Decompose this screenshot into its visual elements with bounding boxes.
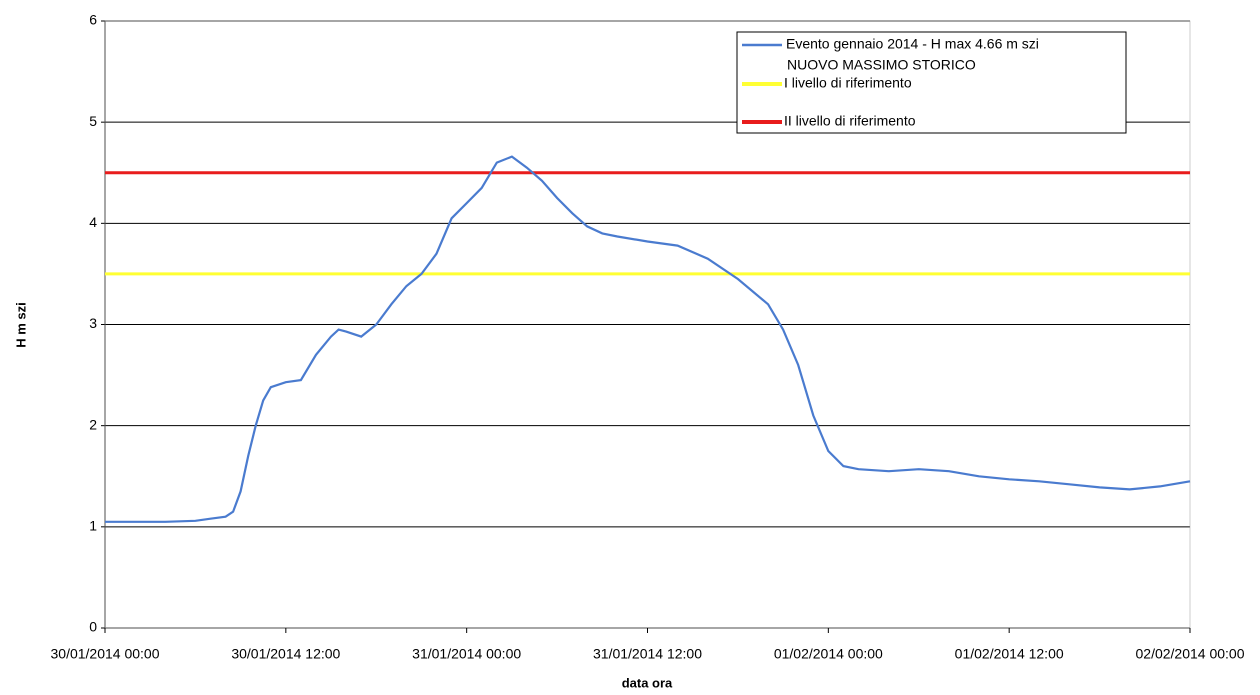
x-tick-label: 30/01/2014 12:00 bbox=[231, 646, 340, 662]
y-tick-label: 0 bbox=[89, 619, 97, 635]
y-tick-label: 6 bbox=[89, 12, 97, 28]
legend-label: NUOVO MASSIMO STORICO bbox=[787, 57, 976, 73]
x-tick-label: 02/02/2014 00:00 bbox=[1136, 646, 1245, 662]
y-tick-label: 3 bbox=[89, 315, 97, 331]
y-tick-label: 2 bbox=[89, 416, 97, 432]
legend-label: I livello di riferimento bbox=[784, 75, 912, 91]
x-tick-label: 30/01/2014 00:00 bbox=[51, 646, 160, 662]
y-tick-label: 4 bbox=[89, 214, 97, 230]
x-tick-label: 31/01/2014 00:00 bbox=[412, 646, 521, 662]
y-tick-label: 1 bbox=[89, 518, 97, 534]
x-tick-label: 01/02/2014 12:00 bbox=[955, 646, 1064, 662]
data-line bbox=[105, 155, 1191, 523]
x-tick-label: 31/01/2014 12:00 bbox=[593, 646, 702, 662]
legend-label: II livello di riferimento bbox=[784, 113, 916, 129]
x-tick-label: 01/02/2014 00:00 bbox=[774, 646, 883, 662]
legend-box bbox=[736, 31, 1127, 134]
y-tick-label: 5 bbox=[89, 113, 97, 129]
y-axis-label: H m szi bbox=[13, 302, 28, 348]
legend-label: Evento gennaio 2014 - H max 4.66 m szi bbox=[786, 36, 1039, 52]
x-axis-label: data ora bbox=[622, 675, 673, 690]
